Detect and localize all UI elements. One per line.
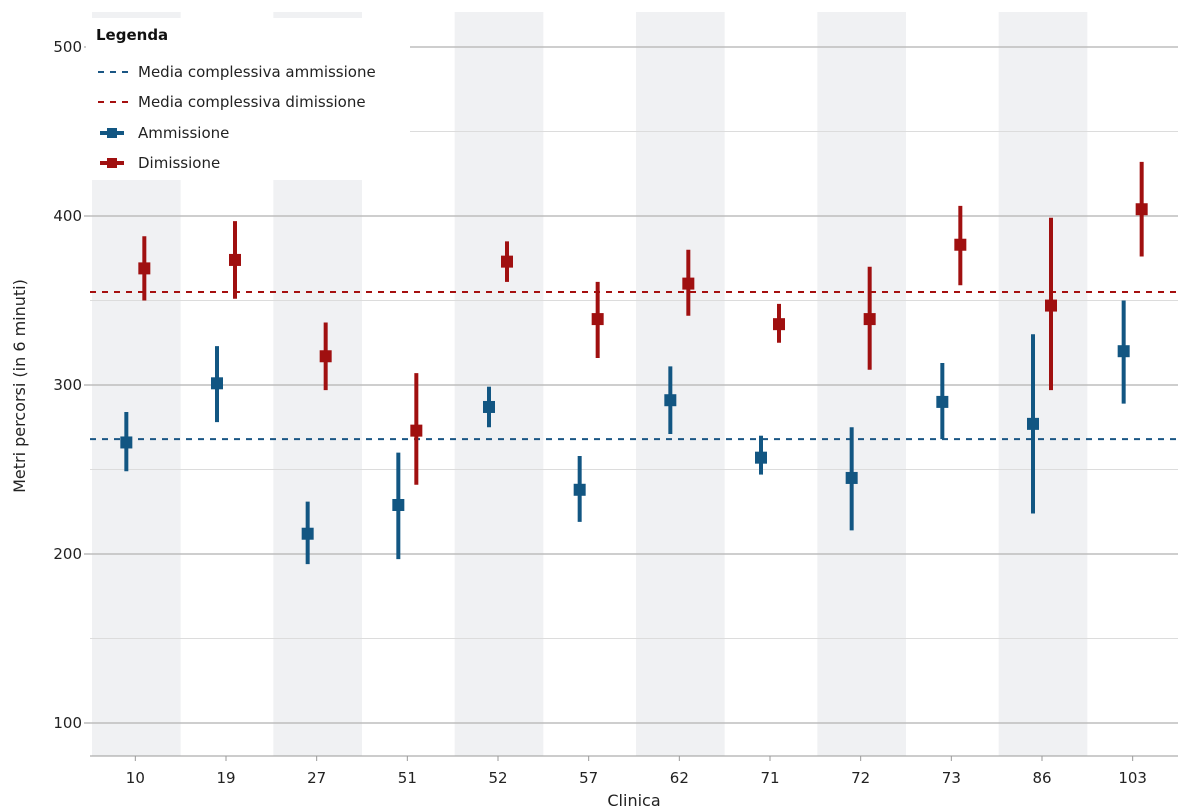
legend-label-ammissione: Ammissione bbox=[138, 124, 229, 142]
legend-swatch-dimissione-marker bbox=[107, 158, 117, 168]
band-86 bbox=[998, 12, 1088, 756]
point-ammissione-57 bbox=[573, 483, 586, 496]
point-dimissione-52 bbox=[501, 255, 513, 268]
point-dimissione-27 bbox=[319, 350, 332, 363]
point-ammissione-62 bbox=[664, 394, 677, 407]
point-dimissione-62 bbox=[682, 277, 695, 290]
legend-label-media-dimissione: Media complessiva dimissione bbox=[138, 93, 366, 111]
legend-label-dimissione: Dimissione bbox=[138, 154, 220, 172]
x-tick-label-51: 51 bbox=[398, 769, 417, 787]
reference-lines bbox=[90, 291, 1178, 441]
legend-label-media-ammissione: Media complessiva ammissione bbox=[138, 63, 376, 81]
point-dimissione-71 bbox=[773, 318, 785, 331]
point-ammissione-72 bbox=[845, 471, 858, 484]
legend-title: Legenda bbox=[96, 26, 168, 44]
point-ammissione-86 bbox=[1027, 417, 1039, 430]
point-dimissione-19 bbox=[229, 253, 241, 266]
y-tick-label-100: 100 bbox=[53, 714, 82, 732]
x-tick-label-72: 72 bbox=[851, 769, 870, 787]
x-tick-label-86: 86 bbox=[1032, 769, 1051, 787]
y-axis-title: Metri percorsi (in 6 minuti) bbox=[10, 279, 29, 493]
y-axis-ticks: 100 200 300 400 500 bbox=[53, 38, 90, 732]
y-tick-label-200: 200 bbox=[53, 545, 82, 563]
legend-swatch-ammissione-marker bbox=[107, 128, 117, 138]
x-tick-label-52: 52 bbox=[488, 769, 507, 787]
point-dimissione-51 bbox=[410, 424, 423, 437]
x-tick-label-103: 103 bbox=[1118, 769, 1147, 787]
band-72 bbox=[817, 12, 906, 756]
point-dimissione-57 bbox=[591, 313, 604, 326]
x-tick-label-73: 73 bbox=[942, 769, 961, 787]
x-tick-label-19: 19 bbox=[216, 769, 235, 787]
y-tick-label-300: 300 bbox=[53, 376, 82, 394]
x-axis-title: Clinica bbox=[607, 791, 660, 810]
point-dimissione-86 bbox=[1045, 299, 1057, 312]
y-tick-label-500: 500 bbox=[53, 38, 82, 56]
x-tick-label-10: 10 bbox=[126, 769, 145, 787]
point-ammissione-73 bbox=[936, 395, 949, 408]
point-dimissione-73 bbox=[954, 238, 967, 251]
point-ammissione-103 bbox=[1117, 345, 1130, 358]
x-tick-label-71: 71 bbox=[760, 769, 779, 787]
data-marks bbox=[120, 161, 1148, 565]
x-tick-label-27: 27 bbox=[307, 769, 326, 787]
point-ammissione-19 bbox=[211, 377, 223, 390]
legend: Legenda Media complessiva ammissione Med… bbox=[86, 18, 410, 180]
point-ammissione-27 bbox=[301, 527, 314, 540]
point-ammissione-52 bbox=[483, 400, 495, 413]
x-tick-label-62: 62 bbox=[670, 769, 689, 787]
point-ammissione-71 bbox=[755, 451, 767, 464]
x-axis-ticks: 10 19 27 51 52 57 62 71 72 73 86 103 bbox=[90, 755, 1178, 787]
legend-box bbox=[86, 18, 410, 180]
band-62 bbox=[636, 12, 725, 756]
x-tick-label-57: 57 bbox=[579, 769, 598, 787]
band-52 bbox=[454, 12, 544, 756]
point-dimissione-10 bbox=[138, 262, 151, 275]
point-dimissione-103 bbox=[1135, 203, 1148, 216]
point-ammissione-51 bbox=[392, 498, 405, 511]
point-ammissione-10 bbox=[120, 436, 133, 449]
y-tick-label-400: 400 bbox=[53, 207, 82, 225]
point-dimissione-72 bbox=[863, 313, 876, 326]
